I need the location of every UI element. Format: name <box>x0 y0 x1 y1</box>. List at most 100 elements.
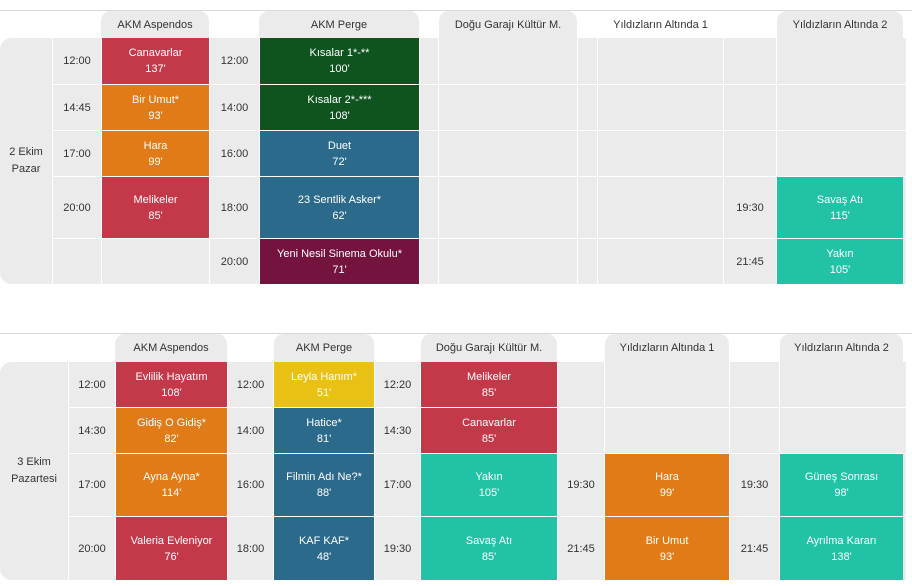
film-duration: 115' <box>830 209 850 222</box>
section-rule <box>0 333 912 334</box>
showtime: 12:20 <box>383 378 412 391</box>
film-card[interactable]: Kısalar 2*-*** 108' <box>260 85 419 130</box>
film-card[interactable]: Yeni Nesil Sinema Okulu* 71' <box>260 239 419 284</box>
film-card[interactable]: Yakın 105' <box>777 239 903 284</box>
film-title: 23 Sentlik Asker* <box>297 193 382 206</box>
film-card[interactable]: Leyla Hanım* 51' <box>274 362 374 407</box>
film-card[interactable]: Yakın 105' <box>421 454 557 516</box>
film-duration: 98' <box>834 487 849 499</box>
film-card[interactable]: Güneş Sonrası 98' <box>780 454 903 516</box>
showtime: 21:45 <box>567 542 595 555</box>
film-duration: 85' <box>481 386 497 399</box>
film-card[interactable]: Hatice* 81' <box>274 408 374 453</box>
film-card[interactable]: Ayrılma Kararı 138' <box>780 517 903 580</box>
film-title: Duet <box>327 139 352 152</box>
divider <box>273 362 274 580</box>
divider <box>259 38 260 284</box>
film-card[interactable]: Evlilik Hayatım 108' <box>116 362 227 407</box>
day1-label: 2 Ekim Pazar <box>0 38 52 284</box>
film-card[interactable]: Ayna Ayna* 114' <box>116 454 227 516</box>
showtime: 19:30 <box>736 201 764 214</box>
showtime: 20:00 <box>63 201 91 214</box>
film-duration: 85' <box>148 209 163 222</box>
film-duration: 85' <box>481 550 497 563</box>
film-card[interactable]: Bir Umut* 93' <box>102 85 209 130</box>
film-card[interactable]: Hara 99' <box>102 131 209 176</box>
divider <box>438 38 439 284</box>
film-duration: 71' <box>332 263 347 276</box>
showtime: 21:45 <box>740 542 769 555</box>
film-duration: 85' <box>481 432 497 445</box>
showtime: 17:00 <box>63 147 91 160</box>
film-title: Ayna Ayna* <box>143 471 200 483</box>
row-divider <box>68 453 906 454</box>
showtime: 19:30 <box>740 479 769 491</box>
showtime: 16:00 <box>220 147 249 160</box>
film-card[interactable]: Canavarlar 137' <box>102 38 209 84</box>
divider <box>729 362 730 580</box>
divider <box>597 38 598 284</box>
film-card[interactable]: Filmin Adı Ne?* 88' <box>274 454 374 516</box>
row-divider <box>52 176 906 177</box>
film-card[interactable]: 23 Sentlik Asker* 62' <box>260 177 419 238</box>
showtime: 18:00 <box>236 542 265 555</box>
film-title: Savaş Atı <box>465 534 513 547</box>
film-card[interactable]: Valeria Evleniyor 76' <box>116 517 227 580</box>
film-card[interactable]: Melikeler 85' <box>102 177 209 238</box>
row-divider <box>52 84 906 85</box>
film-title: Gidiş O Gidiş* <box>136 416 207 429</box>
film-card[interactable]: KAF KAF* 48' <box>274 517 374 580</box>
film-card[interactable]: Savaş Atı 115' <box>777 177 903 238</box>
venue-header-yildiz2: Yıldızların Altında 2 <box>780 334 903 362</box>
venue-header-yildiz2: Yıldızların Altında 2 <box>777 11 903 38</box>
film-duration: 51' <box>316 386 332 399</box>
film-card[interactable]: Bir Umut 93' <box>605 517 729 580</box>
showtime: 21:45 <box>736 255 764 268</box>
row-divider <box>52 130 906 131</box>
film-card[interactable]: Hara 99' <box>605 454 729 516</box>
divider <box>52 38 53 284</box>
showtime: 12:00 <box>236 378 265 391</box>
film-duration: 88' <box>316 487 332 499</box>
film-duration: 72' <box>332 155 347 168</box>
venue-header-aspendos: AKM Aspendos <box>115 334 227 362</box>
divider <box>604 362 605 580</box>
film-duration: 99' <box>148 155 163 168</box>
showtime: 19:30 <box>567 479 595 491</box>
showtime: 20:00 <box>220 255 249 268</box>
divider <box>577 38 578 284</box>
film-title: Melikeler <box>133 193 178 206</box>
film-title: Melikeler <box>466 370 511 383</box>
divider <box>776 38 777 284</box>
venue-header-dogu: Doğu Garajı Kültür M. <box>439 11 577 38</box>
film-card[interactable]: Kısalar 1*-** 100' <box>260 38 419 84</box>
film-duration: 105' <box>829 263 851 276</box>
day1-weekday: Pazar <box>11 163 41 175</box>
film-title: Kısalar 2*-*** <box>307 93 372 106</box>
divider <box>420 362 421 580</box>
film-card[interactable]: Savaş Atı 85' <box>421 517 557 580</box>
film-duration: 93' <box>659 550 675 563</box>
venue-header-yildiz1: Yıldızların Altında 1 <box>605 334 729 362</box>
film-duration: 82' <box>164 432 179 445</box>
film-duration: 108' <box>329 109 350 122</box>
showtime: 18:00 <box>220 201 249 214</box>
divider <box>723 38 724 284</box>
divider <box>209 38 210 284</box>
film-duration: 100' <box>329 63 350 75</box>
divider <box>374 362 375 580</box>
film-title: Yakın <box>826 247 854 260</box>
film-duration: 62' <box>332 209 347 222</box>
film-title: Bir Umut* <box>131 93 180 106</box>
film-card[interactable]: Duet 72' <box>260 131 419 176</box>
film-card[interactable]: Melikeler 85' <box>421 362 557 407</box>
venue-header-perge: AKM Perge <box>274 334 374 362</box>
film-card[interactable]: Gidiş O Gidiş* 82' <box>116 408 227 453</box>
film-title: Kısalar 1*-** <box>309 47 370 59</box>
film-duration: 81' <box>316 432 332 445</box>
row-divider <box>68 407 906 408</box>
film-duration: 138' <box>831 550 852 563</box>
venue-header-perge: AKM Perge <box>259 11 419 38</box>
film-card[interactable]: Canavarlar 85' <box>421 408 557 453</box>
showtime: 14:00 <box>220 101 249 114</box>
